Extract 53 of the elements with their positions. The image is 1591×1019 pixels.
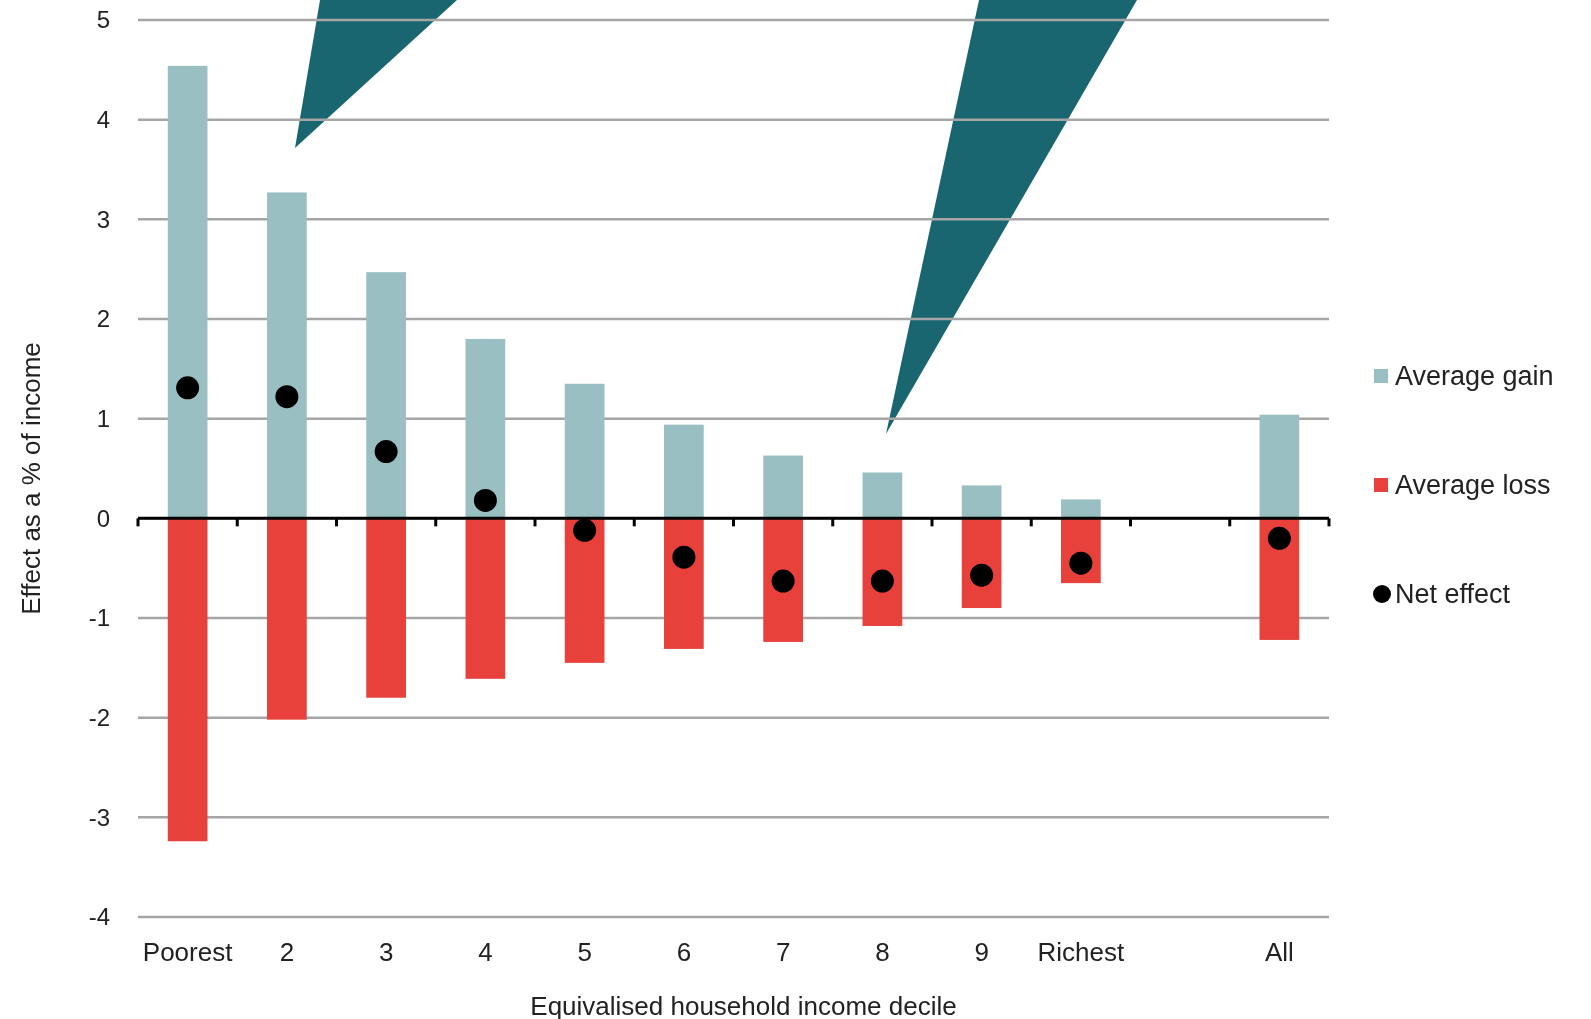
y-tick-label: -3 — [88, 803, 110, 831]
bar — [167, 518, 208, 842]
bar — [267, 192, 307, 519]
point — [275, 385, 299, 409]
y-tick-label: -4 — [88, 903, 110, 931]
legend-label: Net effect — [1395, 579, 1511, 610]
bar — [167, 65, 208, 519]
bar — [366, 518, 406, 698]
x-tick-label: 9 — [974, 937, 989, 967]
point — [771, 569, 795, 593]
bar — [664, 424, 704, 519]
x-tick-label: 2 — [279, 937, 295, 967]
y-tick-label: 4 — [96, 106, 110, 134]
y-tick-label: -1 — [88, 604, 110, 632]
y-tick-label: 1 — [96, 405, 110, 433]
bar — [664, 518, 704, 649]
y-tick-label: 2 — [96, 305, 110, 333]
bar — [465, 338, 506, 519]
y-tick-label: 5 — [96, 6, 110, 34]
y-tick-label: 3 — [96, 205, 110, 233]
bar — [961, 485, 1002, 519]
bar — [564, 518, 605, 663]
point — [870, 569, 894, 593]
bar — [267, 518, 307, 720]
bar — [564, 383, 605, 519]
x-tick-label: 5 — [577, 937, 592, 967]
x-tick-label: 7 — [775, 937, 791, 967]
bar — [1061, 499, 1101, 519]
x-tick-label: 6 — [676, 937, 692, 967]
y-tick-label: 0 — [96, 504, 110, 532]
legend-label: Average loss — [1395, 470, 1551, 501]
bar — [1259, 518, 1300, 640]
x-tick-label: Poorest — [142, 937, 234, 967]
x-tick-label: 8 — [875, 937, 890, 967]
x-tick-label: All — [1264, 937, 1294, 967]
bar — [862, 518, 903, 626]
point — [374, 440, 398, 464]
bar — [763, 518, 803, 642]
point — [672, 545, 696, 569]
x-tick-label: 4 — [478, 937, 493, 967]
point — [473, 488, 497, 512]
x-tick-label: 3 — [378, 937, 394, 967]
bar — [465, 518, 506, 679]
bar — [366, 272, 406, 519]
bar — [763, 455, 803, 519]
legend-label: Average gain — [1395, 361, 1554, 392]
bar — [862, 472, 903, 519]
bar — [1259, 414, 1300, 519]
y-axis-title: Effect as a % of income — [16, 342, 46, 615]
y-tick-label: -2 — [88, 704, 110, 732]
point — [176, 376, 200, 400]
point — [573, 518, 597, 542]
x-tick-label: Richest — [1037, 937, 1125, 967]
